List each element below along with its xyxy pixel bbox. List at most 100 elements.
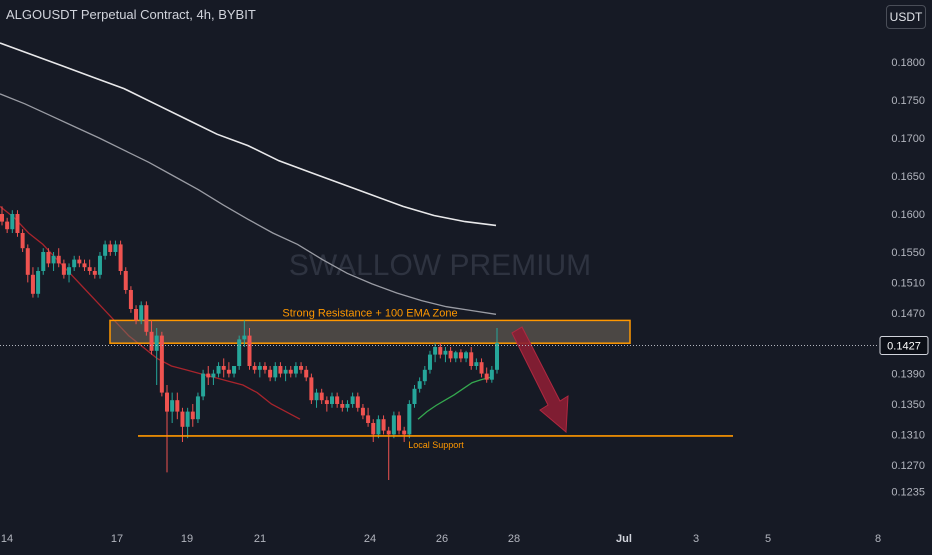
candle: [237, 335, 242, 370]
candle: [36, 267, 41, 298]
candle: [293, 362, 298, 378]
candle-body: [216, 366, 221, 374]
candle-body: [319, 392, 324, 401]
y-tick-label: 0.1350: [891, 399, 925, 411]
candle: [61, 259, 66, 279]
price-axis[interactable]: [880, 0, 932, 550]
candle-body: [458, 352, 463, 359]
candle-body: [340, 404, 345, 408]
y-tick-label: 0.1700: [891, 133, 925, 145]
candle-body: [412, 388, 417, 404]
projection-arrow[interactable]: [511, 326, 569, 434]
candle-body: [67, 267, 72, 275]
candle-body: [407, 404, 412, 435]
candle: [304, 366, 309, 382]
candle: [211, 369, 216, 385]
candle: [170, 392, 175, 423]
candle-body: [371, 423, 376, 435]
currency-button[interactable]: USDT: [886, 5, 926, 29]
candle: [15, 210, 20, 237]
candle-body: [309, 377, 314, 401]
y-tick-label: 0.1800: [891, 57, 925, 69]
candle: [458, 349, 463, 363]
candle-body: [417, 381, 422, 389]
candle: [195, 392, 200, 423]
candle: [103, 240, 108, 260]
candle: [72, 255, 77, 271]
candle-body: [345, 404, 350, 408]
candle-body: [299, 366, 304, 370]
x-tick-label: Jul: [616, 533, 632, 545]
candle: [350, 392, 355, 408]
candle: [417, 377, 422, 393]
candle-body: [427, 354, 432, 370]
candle-body: [103, 244, 108, 256]
candle: [149, 320, 154, 355]
candle-body: [87, 267, 92, 271]
y-tick-label: 0.1470: [891, 308, 925, 320]
candle-body: [288, 369, 293, 374]
candle-body: [180, 411, 185, 427]
candle: [433, 343, 438, 363]
candle-body: [293, 366, 298, 374]
candle: [0, 206, 4, 226]
x-tick-label: 21: [254, 533, 266, 545]
candle: [20, 229, 25, 252]
x-tick-label: 24: [364, 533, 376, 545]
candle: [330, 392, 334, 408]
candle: [407, 400, 412, 439]
candle: [427, 350, 432, 374]
candle: [335, 392, 340, 408]
candle: [489, 366, 494, 383]
current-price-marker: [879, 335, 929, 355]
candle: [397, 411, 402, 435]
candle-body: [366, 415, 371, 423]
candle-body: [159, 335, 164, 393]
candle: [25, 244, 30, 283]
candle-body: [397, 415, 402, 431]
candle: [443, 347, 448, 363]
candle-body: [149, 331, 154, 351]
candle: [185, 407, 190, 439]
x-tick-label: 26: [436, 533, 448, 545]
candle-body: [51, 255, 56, 264]
candle: [371, 419, 376, 442]
x-tick-label: 8: [875, 533, 881, 545]
candle-body: [41, 252, 46, 271]
candle: [216, 362, 221, 378]
candle: [474, 358, 479, 370]
x-tick-label: 28: [508, 533, 520, 545]
candle-body: [0, 214, 4, 222]
candle-body: [30, 274, 35, 294]
candle: [438, 343, 443, 359]
candle-body: [453, 352, 458, 359]
candle-body: [469, 352, 474, 366]
candle: [46, 248, 51, 268]
candle-body: [268, 369, 273, 378]
candle-body: [72, 259, 77, 268]
candle-body: [77, 259, 82, 264]
y-tick-label: 0.1235: [891, 486, 925, 498]
candle: [252, 362, 257, 374]
resistance-zone[interactable]: [109, 319, 631, 344]
candle: [51, 252, 56, 271]
resistance-label: Strong Resistance + 100 EMA Zone: [282, 307, 457, 319]
candle: [201, 369, 206, 401]
symbol-title: ALGOUSDT Perpetual Contract, 4h, BYBIT: [6, 7, 256, 22]
candle-body: [25, 248, 30, 275]
y-tick-label: 0.1600: [891, 209, 925, 221]
candle-body: [252, 366, 257, 370]
candle-body: [201, 373, 206, 397]
candle-body: [443, 350, 448, 355]
candle-body: [474, 362, 479, 366]
candle: [448, 347, 453, 363]
candle: [226, 362, 231, 378]
candle-body: [273, 366, 278, 378]
candle: [134, 305, 139, 325]
candle: [232, 366, 237, 378]
candle: [247, 328, 252, 370]
candle: [123, 267, 128, 294]
candle: [391, 411, 396, 439]
